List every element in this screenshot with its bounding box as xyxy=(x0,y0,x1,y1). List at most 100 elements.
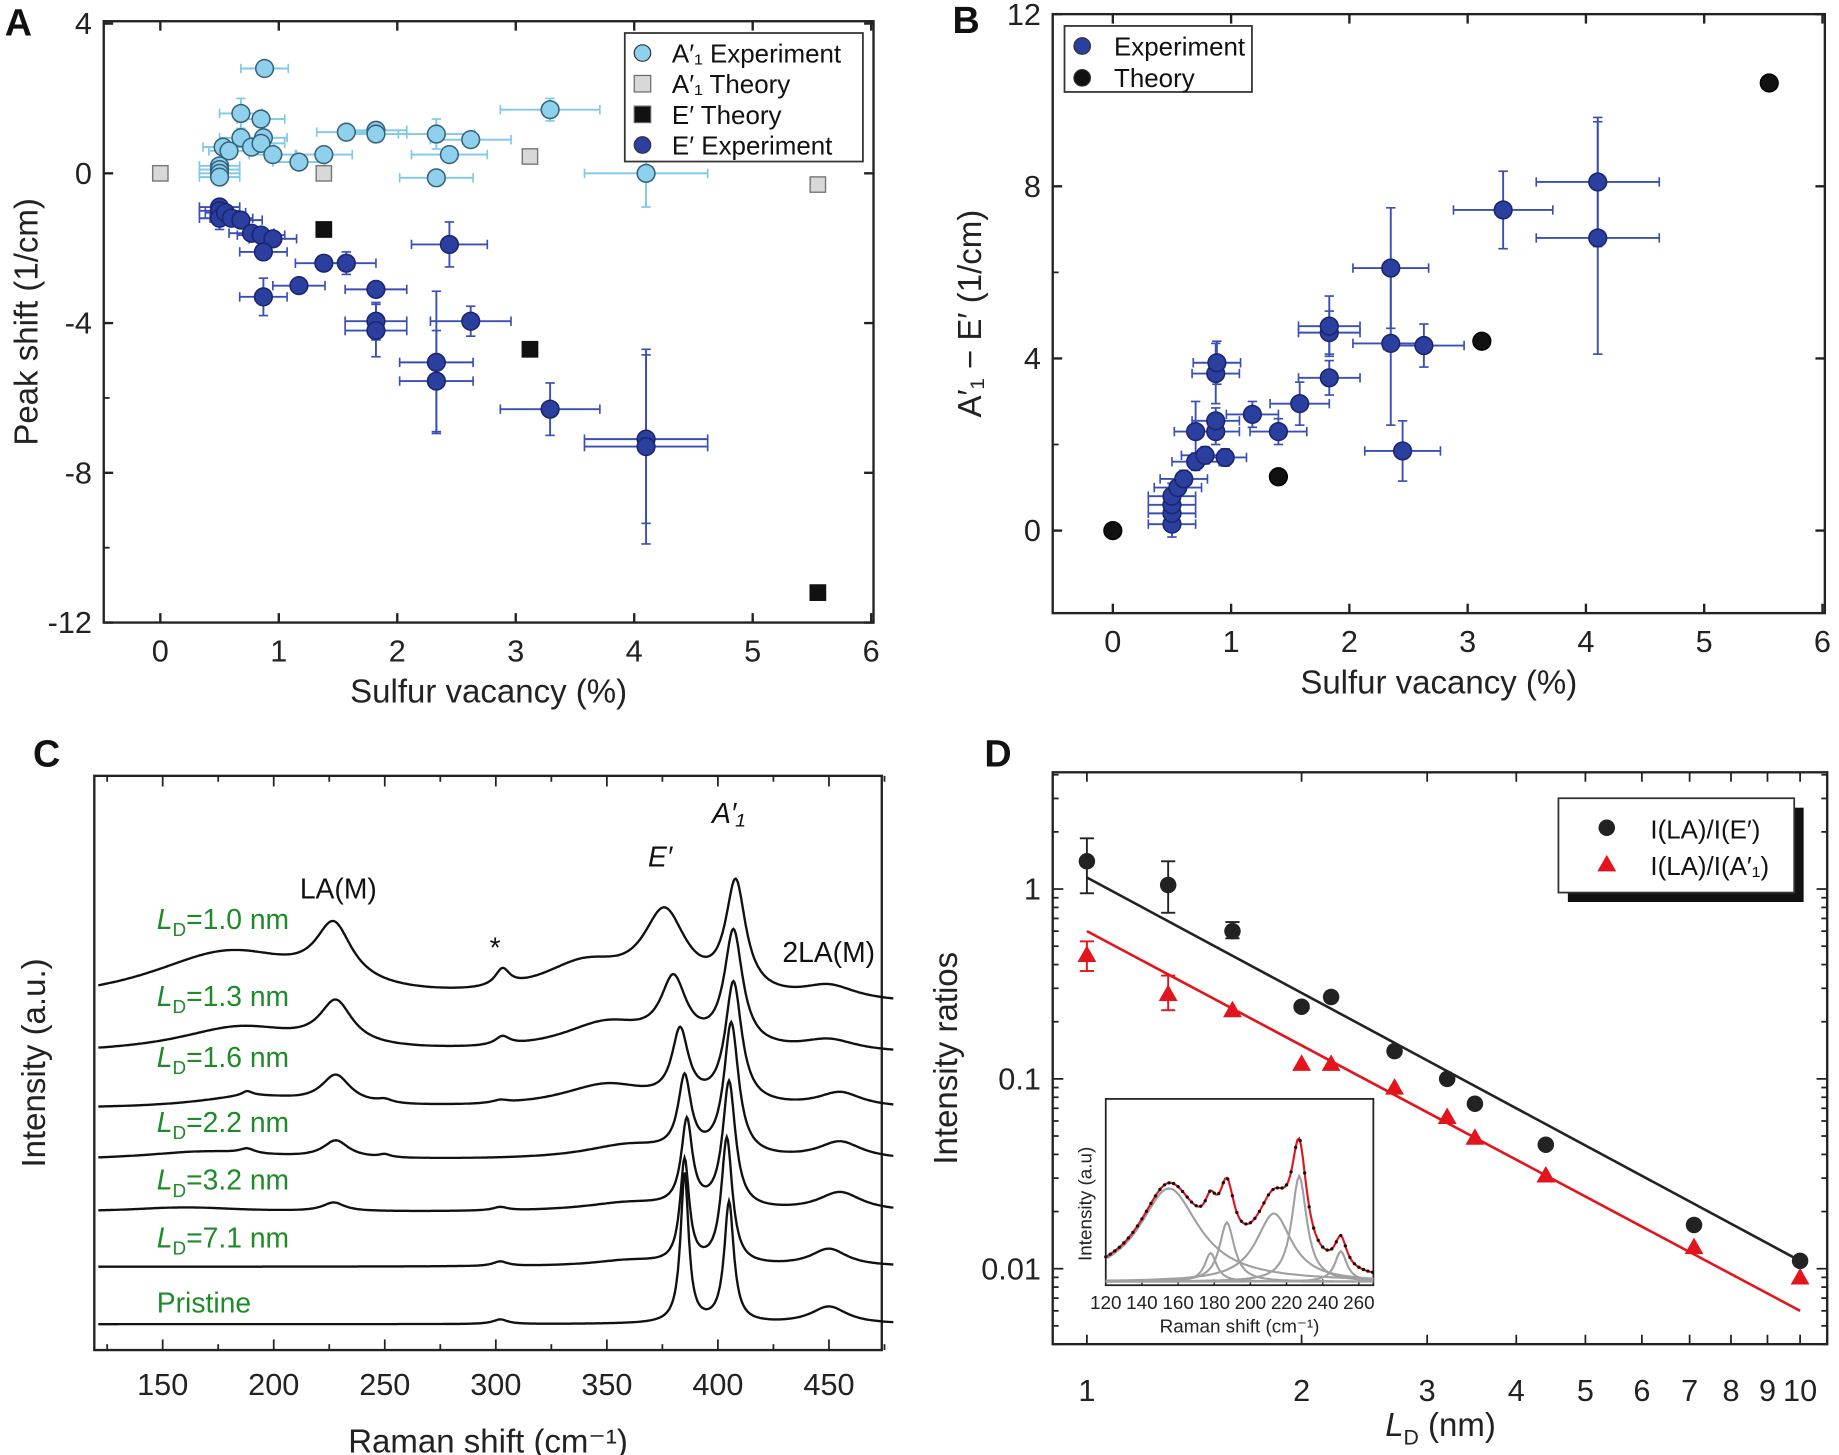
panel-a-point-a-experiment xyxy=(251,109,271,129)
panel-b-x-tick-label: 3 xyxy=(1459,625,1476,659)
panel-d-point-circle xyxy=(1386,1042,1403,1060)
panel-a-legend-label: A′₁ Theory xyxy=(672,71,790,99)
panel-b-point-experiment xyxy=(1215,447,1235,468)
inset-data-point xyxy=(1339,1233,1343,1238)
ld-subscript: D xyxy=(173,919,187,940)
panel-d-y-axis-label: Intensity ratios xyxy=(927,952,964,1165)
panel-d-fit-line xyxy=(1086,876,1801,1262)
inset-data-point xyxy=(1361,1267,1366,1272)
panel-a-legend-marker xyxy=(633,44,652,62)
inset-data-point xyxy=(1158,1187,1162,1192)
panel-b-point-theory xyxy=(1103,520,1123,541)
inset-x-tick-label: 140 xyxy=(1126,1292,1157,1313)
inset-data-point xyxy=(1262,1201,1266,1205)
panel-b-point-experiment xyxy=(1207,353,1227,373)
panel-a-legend-label: E′ Experiment xyxy=(672,132,833,160)
inset-data-point xyxy=(1343,1244,1347,1248)
panel-c-curve-label: LD=2.2 nm xyxy=(157,1106,289,1143)
panel-b-x-axis-label: Sulfur vacancy (%) xyxy=(1300,663,1577,700)
inset-data-point xyxy=(1357,1265,1361,1269)
panel-a-point-e-experiment xyxy=(253,242,274,262)
ld-symbol: L xyxy=(157,980,173,1012)
inset-data-point xyxy=(1289,1170,1293,1174)
panel-a-point-a-experiment xyxy=(439,144,460,165)
inset-data-point xyxy=(1199,1204,1203,1208)
inset-data-point xyxy=(1117,1245,1121,1249)
panel-c-spectrum-line xyxy=(98,1077,894,1213)
panel-a-point-a-experiment xyxy=(540,100,560,120)
panel-b-point-experiment xyxy=(1319,368,1339,388)
panel-d-x-tick-label: 9 xyxy=(1759,1374,1776,1408)
panel-a-point-a-experiment xyxy=(366,124,386,144)
panel-c-x-tick-label: 300 xyxy=(470,1368,521,1402)
inset-data-point xyxy=(1153,1194,1158,1198)
inset-data-point xyxy=(1217,1191,1221,1196)
panel-a-point-e-experiment xyxy=(636,437,656,457)
inset-data-point xyxy=(1122,1241,1126,1245)
panel-a-x-tick-label: 2 xyxy=(389,634,406,668)
inset-data-point xyxy=(1135,1224,1140,1228)
panel-b-point-theory xyxy=(1759,73,1779,93)
panel-d-legend-label: I(LA)/I(E′) xyxy=(1650,816,1760,844)
panel-b-y-tick-label: 12 xyxy=(1007,0,1041,32)
panel-a-legend-marker xyxy=(633,136,652,154)
panel-d-legend-label: I(LA)/I(A′₁) xyxy=(1650,853,1769,881)
inset-x-tick-label: 180 xyxy=(1199,1292,1230,1313)
inset-data-point xyxy=(1235,1210,1239,1215)
inset-data-point xyxy=(1244,1222,1248,1226)
panel-a-y-tick-label: -8 xyxy=(65,456,92,490)
panel-d-point-circle xyxy=(1791,1252,1809,1270)
ld-value: =1.0 nm xyxy=(186,903,289,935)
inset-data-point xyxy=(1185,1195,1189,1199)
panel-c-y-axis-label: Intensity (a.u.) xyxy=(15,958,52,1167)
panel-d-point-circle xyxy=(1322,988,1340,1006)
panel-letter-c: C xyxy=(33,732,60,774)
inset-data-point xyxy=(1248,1221,1253,1225)
inset-data-point xyxy=(1271,1187,1275,1192)
panel-a-point-a-experiment xyxy=(289,152,309,172)
inset-data-point xyxy=(1230,1194,1234,1198)
panel-c-x-tick-label: 450 xyxy=(803,1368,854,1402)
panel-a-y-tick-label: -4 xyxy=(65,307,92,341)
inset-x-tick-label: 120 xyxy=(1090,1292,1121,1313)
panel-b-x-tick-label: 6 xyxy=(1814,625,1831,659)
panel-b-y-axis-label: A′₁ − E′ (1/cm) xyxy=(951,210,988,418)
panel-b-point-theory xyxy=(1268,467,1289,487)
panel-a-point-e-experiment xyxy=(461,311,481,331)
panel-d-point-circle xyxy=(1224,922,1241,940)
panel-a-x-tick-label: 4 xyxy=(626,634,643,668)
ld-symbol: L xyxy=(1385,1406,1403,1443)
inset-data-point xyxy=(1226,1177,1230,1181)
inset-data-point xyxy=(1203,1199,1207,1203)
panel-a-x-tick-label: 0 xyxy=(152,634,169,668)
pristine-label: Pristine xyxy=(157,1286,251,1318)
panel-d-point-circle xyxy=(1685,1216,1703,1234)
panel-a-x-axis-label: Sulfur vacancy (%) xyxy=(350,673,627,710)
inset-data-point xyxy=(1149,1201,1153,1206)
panel-d-point-triangle xyxy=(1321,1054,1341,1071)
panel-d-point-circle xyxy=(1293,998,1310,1015)
panel-d-y-tick-label: 0.01 xyxy=(981,1252,1041,1286)
panel-letter-b: B xyxy=(953,0,980,41)
panel-d-point-circle xyxy=(1537,1136,1555,1153)
panel-a-legend xyxy=(623,32,864,163)
panel-a-point-e-experiment xyxy=(336,253,356,273)
panel-c-spectrum-line xyxy=(98,979,894,1108)
panel-a-legend-label: A′₁ Experiment xyxy=(672,40,842,68)
panel-d-point-triangle xyxy=(1465,1128,1485,1145)
panel-b-point-theory xyxy=(1472,331,1492,351)
panel-b-plot-frame xyxy=(1051,12,1827,615)
panel-c-curve-label: LD=1.0 nm xyxy=(157,903,289,940)
inset-data-point xyxy=(1330,1247,1334,1251)
panel-c-spectrum-line xyxy=(98,1019,894,1160)
panel-a-point-e-experiment xyxy=(289,276,309,296)
inset-data-point xyxy=(1113,1249,1117,1253)
ld-symbol: L xyxy=(157,1221,173,1253)
panel-d-x-tick-label: 1 xyxy=(1078,1374,1095,1408)
panel-c-x-tick-label: 150 xyxy=(137,1368,188,1402)
panel-a-legend-label: E′ Theory xyxy=(672,102,782,130)
inset-data-point xyxy=(1253,1216,1257,1220)
inset-data-point xyxy=(1104,1255,1108,1259)
panel-b-point-experiment xyxy=(1268,421,1289,442)
